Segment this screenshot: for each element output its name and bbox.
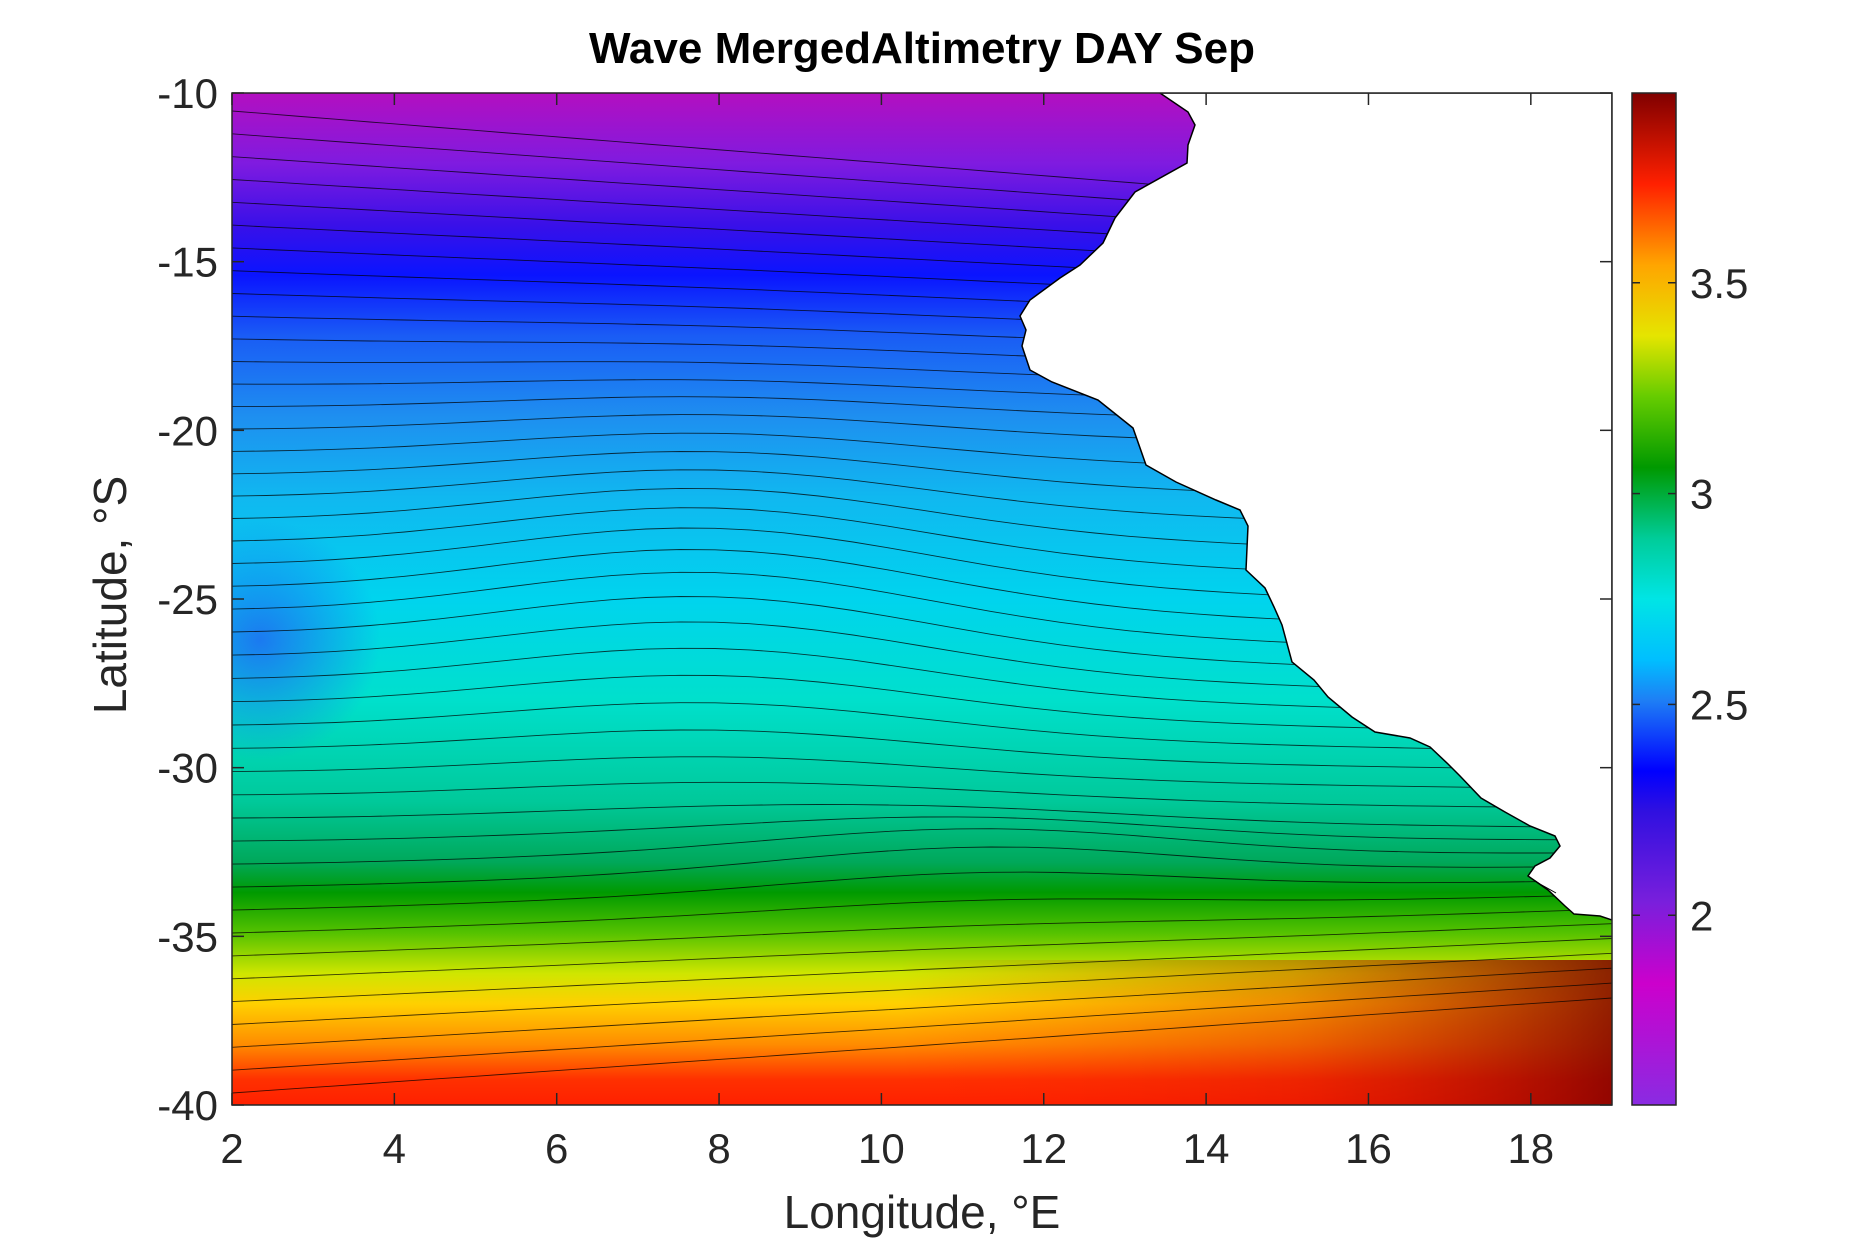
contour-line [232,952,1612,1025]
x-axis: 2 4 6 8 10 12 14 16 18 [220,93,1554,1172]
contour-line [232,702,1612,753]
colorbar-tick-label: 3 [1690,471,1713,518]
contour-line [232,982,1612,1071]
x-tick-label: 10 [858,1125,905,1172]
plot-area [232,93,1612,1105]
y-tick-label: -40 [157,1082,218,1129]
west-low-region [232,520,380,760]
x-tick-label: 14 [1183,1125,1230,1172]
contour-line [232,894,1612,934]
chart-title: Wave MergedAltimetry DAY Sep [589,24,1255,73]
contour-line [232,923,1612,980]
colorbar: 2 2.5 3 3.5 [1631,92,1748,1106]
southeast-high-region [900,960,1612,1105]
x-tick-label: 2 [220,1125,243,1172]
colorbar-tick-label: 3.5 [1690,260,1748,307]
x-tick-label: 4 [383,1125,406,1172]
contour-line [232,756,1612,790]
colorbar-tick-label: 2 [1690,892,1713,939]
colorbar-scale [1631,92,1677,1106]
contour-line [232,908,1612,957]
x-tick-label: 8 [707,1125,730,1172]
y-tick-label: -15 [157,239,218,286]
contour-line [232,967,1612,1048]
contour-line [232,997,1612,1094]
coast-shelf [1527,875,1557,894]
y-tick-label: -25 [157,576,218,623]
y-tick-label: -30 [157,745,218,792]
contour-line [232,816,1612,842]
y-tick-label: -10 [157,70,218,117]
colorbar-tick-label: 2.5 [1690,681,1748,728]
contour-line [232,781,1612,809]
contour-line [232,828,1612,865]
x-tick-label: 12 [1020,1125,1067,1172]
x-tick-label: 6 [545,1125,568,1172]
colorbar-ticks: 2 2.5 3 3.5 [1632,260,1748,939]
contour-line [232,804,1612,828]
y-axis: -10 -15 -20 -25 -30 -35 -40 [157,70,1612,1129]
x-tick-label: 16 [1345,1125,1392,1172]
x-tick-label: 18 [1507,1125,1554,1172]
y-tick-label: -35 [157,913,218,960]
contour-line [232,938,1612,1003]
y-axis-label-text: Latitude, °S [84,475,136,715]
x-axis-label: Longitude, °E [783,1186,1061,1238]
contour-line [232,871,1612,911]
contour-line [232,846,1612,888]
y-tick-label: -20 [157,407,218,454]
land-mask [1019,93,1612,921]
contour-line [232,729,1612,771]
